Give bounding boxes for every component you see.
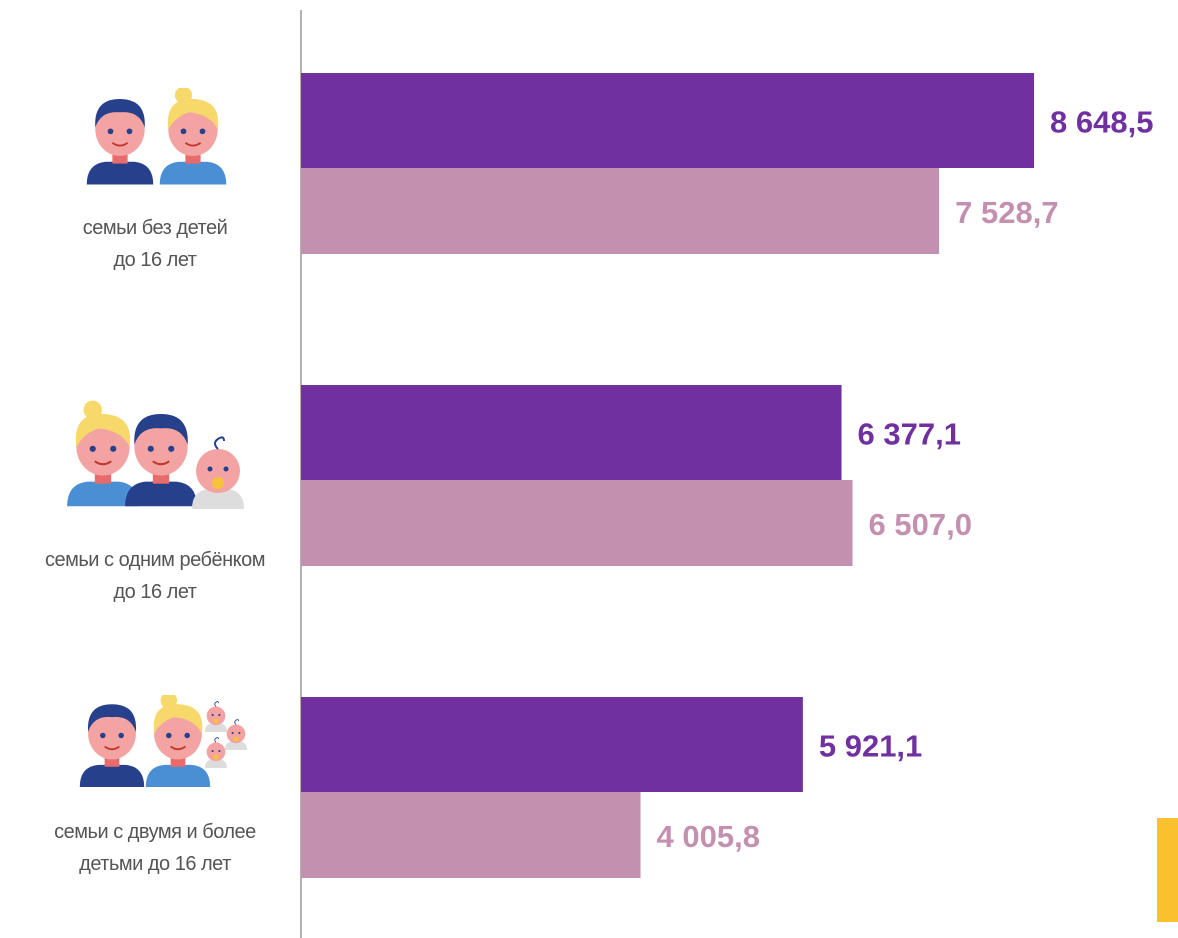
value-label: 5 921,1: [819, 729, 922, 764]
bar: [301, 73, 1034, 168]
value-label: 8 648,5: [1050, 105, 1153, 140]
chart-canvas: 8 648,5 7 528,7 6 377,1 6 507,0 5 921,1 4 005…: [0, 0, 1178, 938]
category-label: семьи с двумя и более детьми до 16 лет: [5, 816, 305, 880]
category-label: семьи с одним ребёнком до 16 лет: [5, 544, 305, 608]
value-label: 4 005,8: [657, 819, 760, 854]
bar: [301, 168, 939, 254]
value-label: 6 507,0: [869, 507, 972, 542]
bar: [301, 792, 641, 878]
value-label: 6 377,1: [858, 417, 961, 452]
value-label: 7 528,7: [955, 195, 1058, 230]
icon-family-one-child: [67, 401, 244, 509]
decor-bar: [1157, 818, 1178, 922]
bar: [301, 385, 842, 480]
chart: 8 648,5 7 528,7 6 377,1 6 507,0 5 921,1 4 005…: [0, 0, 1178, 938]
icon-couple: [87, 87, 227, 185]
category-label: семьи без детей до 16 лет: [5, 212, 305, 276]
icon-family-many-children: [80, 692, 247, 787]
bar: [301, 480, 853, 566]
bar: [301, 697, 803, 792]
